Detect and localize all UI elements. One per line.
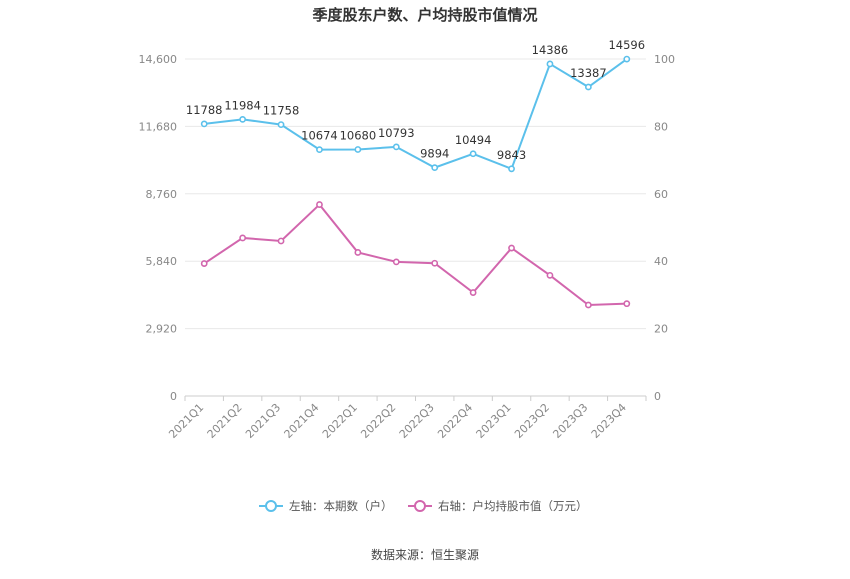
data-label: 10494 xyxy=(455,133,492,147)
data-point[interactable] xyxy=(200,120,208,128)
data-label: 9894 xyxy=(420,147,449,161)
data-point[interactable] xyxy=(392,143,400,151)
data-point[interactable] xyxy=(623,300,631,308)
x-axis-tick-label: 2021Q4 xyxy=(282,401,322,441)
data-point[interactable] xyxy=(546,60,554,68)
x-axis-tick-label: 2023Q1 xyxy=(474,401,514,441)
data-point[interactable] xyxy=(277,121,285,128)
data-point[interactable] xyxy=(239,115,247,123)
x-axis-tick-label: 2021Q3 xyxy=(243,401,283,441)
right-axis-tick-label: 60 xyxy=(654,188,668,201)
data-label: 11984 xyxy=(224,98,261,112)
data-label: 9843 xyxy=(497,148,526,162)
data-point[interactable] xyxy=(316,201,323,208)
x-axis-ticks: 2021Q12021Q22021Q32021Q42022Q12022Q22022… xyxy=(166,396,647,441)
x-axis-tick-label: 2022Q1 xyxy=(320,401,360,441)
right-axis-ticks: 0 20 40 60 80 100 xyxy=(654,53,675,403)
left-axis-tick-label: 14,600 xyxy=(139,53,178,66)
left-axis-tick-label: 2,920 xyxy=(146,323,178,336)
data-label: 13387 xyxy=(570,66,607,80)
data-label: 14386 xyxy=(532,43,569,57)
left-axis-tick-label: 5,840 xyxy=(146,255,178,268)
data-point[interactable] xyxy=(354,146,362,153)
series-line xyxy=(203,203,627,307)
data-point[interactable] xyxy=(354,249,362,256)
x-axis-tick-label: 2023Q3 xyxy=(550,401,590,441)
x-axis-tick-label: 2021Q2 xyxy=(205,401,245,441)
data-source: 数据来源：恒生聚源 xyxy=(371,547,479,562)
data-point[interactable] xyxy=(239,234,247,242)
data-label: 14596 xyxy=(608,38,645,52)
data-point[interactable] xyxy=(508,165,515,173)
data-point[interactable] xyxy=(431,164,439,172)
legend-label-right-series: 右轴：户均持股市值（万元） xyxy=(438,499,588,513)
x-axis-tick-label: 2022Q3 xyxy=(397,401,437,441)
left-axis-ticks: 0 2,920 5,840 8,760 11,680 14,600 xyxy=(139,53,178,403)
x-axis-tick-label: 2023Q2 xyxy=(512,401,552,441)
data-point[interactable] xyxy=(316,146,323,154)
data-point[interactable] xyxy=(431,259,439,267)
right-axis-tick-label: 40 xyxy=(654,255,668,268)
data-point[interactable] xyxy=(200,260,208,267)
data-point[interactable] xyxy=(623,55,631,63)
right-axis-tick-label: 0 xyxy=(654,390,661,403)
legend-item-left-series[interactable]: 左轴：本期数（户） xyxy=(259,499,393,513)
x-axis-tick-label: 2021Q1 xyxy=(166,401,206,441)
data-label: 11758 xyxy=(263,104,300,118)
right-axis-tick-label: 100 xyxy=(654,53,675,66)
data-point[interactable] xyxy=(277,237,285,245)
legend-swatch-left-marker xyxy=(265,500,277,512)
data-label: 10680 xyxy=(340,128,377,142)
x-axis-tick-label: 2022Q2 xyxy=(358,401,398,441)
data-label: 10793 xyxy=(378,126,415,140)
data-point[interactable] xyxy=(469,289,477,296)
data-point[interactable] xyxy=(469,150,477,158)
data-point[interactable] xyxy=(392,258,400,266)
x-axis-tick-label: 2023Q4 xyxy=(589,401,629,441)
left-axis-tick-label: 8,760 xyxy=(146,188,178,201)
data-point[interactable] xyxy=(546,271,554,279)
right-axis-tick-label: 80 xyxy=(654,120,668,133)
chart-title: 季度股东户数、户均持股市值情况 xyxy=(312,6,537,24)
left-axis-tick-label: 11,680 xyxy=(139,120,178,133)
left-axis-tick-label: 0 xyxy=(170,390,177,403)
data-point[interactable] xyxy=(584,83,592,91)
legend-swatch-right-marker xyxy=(414,500,426,512)
data-label: 10674 xyxy=(301,129,338,143)
legend-label-left-series: 左轴：本期数（户） xyxy=(289,499,393,513)
right-axis-tick-label: 20 xyxy=(654,323,668,336)
legend[interactable]: 左轴：本期数（户） 右轴：户均持股市值（万元） xyxy=(259,499,588,513)
legend-item-right-series[interactable]: 右轴：户均持股市值（万元） xyxy=(408,499,588,513)
data-point[interactable] xyxy=(584,301,592,309)
x-axis-tick-label: 2022Q4 xyxy=(435,401,475,441)
data-point[interactable] xyxy=(508,244,515,252)
series-shareholder-count xyxy=(200,55,631,173)
series-line xyxy=(204,58,628,171)
data-label: 11788 xyxy=(186,103,223,117)
series-avg-market-value xyxy=(200,201,631,309)
